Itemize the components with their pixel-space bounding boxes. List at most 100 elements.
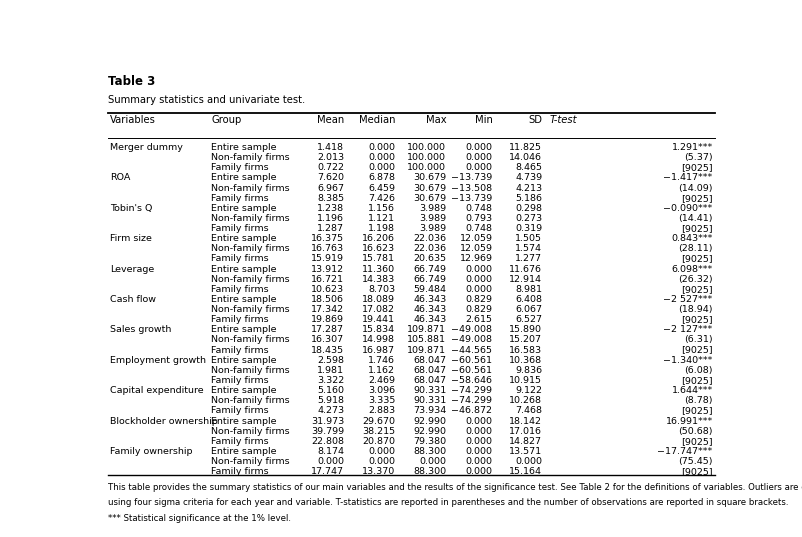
Text: 0.000: 0.000 [368, 153, 395, 162]
Text: [9025]: [9025] [680, 407, 712, 416]
Text: 6.878: 6.878 [368, 173, 395, 183]
Text: 12.969: 12.969 [459, 255, 492, 264]
Text: 90.331: 90.331 [412, 396, 446, 405]
Text: 92.990: 92.990 [413, 417, 446, 425]
Text: [9025]: [9025] [680, 255, 712, 264]
Text: 0.000: 0.000 [465, 153, 492, 162]
Text: Firm size: Firm size [110, 234, 152, 243]
Text: 8.465: 8.465 [515, 163, 541, 172]
Text: 17.747: 17.747 [311, 467, 344, 476]
Text: 13.912: 13.912 [311, 265, 344, 273]
Text: 0.000: 0.000 [317, 457, 344, 466]
Text: 105.881: 105.881 [407, 336, 446, 344]
Text: 13.571: 13.571 [508, 447, 541, 456]
Text: Non-family firms: Non-family firms [211, 305, 290, 314]
Text: Sales growth: Sales growth [110, 325, 171, 335]
Text: −0.090***: −0.090*** [662, 204, 712, 213]
Text: −17.747***: −17.747*** [657, 447, 712, 456]
Text: 5.160: 5.160 [317, 386, 344, 395]
Text: [9025]: [9025] [680, 224, 712, 233]
Text: −58.646: −58.646 [451, 376, 492, 385]
Text: 0.000: 0.000 [465, 467, 492, 476]
Text: −44.565: −44.565 [451, 346, 492, 354]
Text: (18.94): (18.94) [678, 305, 712, 314]
Text: 19.441: 19.441 [362, 315, 395, 324]
Text: 0.793: 0.793 [464, 214, 492, 223]
Text: 46.343: 46.343 [412, 305, 446, 314]
Text: 6.067: 6.067 [515, 305, 541, 314]
Text: 2.615: 2.615 [465, 315, 492, 324]
Text: 2.598: 2.598 [317, 355, 344, 365]
Text: 1.198: 1.198 [368, 224, 395, 233]
Text: (6.08): (6.08) [683, 366, 712, 375]
Text: 92.990: 92.990 [413, 427, 446, 436]
Text: 0.273: 0.273 [514, 214, 541, 223]
Text: 14.827: 14.827 [508, 437, 541, 446]
Text: 100.000: 100.000 [407, 153, 446, 162]
Text: 15.834: 15.834 [362, 325, 395, 335]
Text: 0.000: 0.000 [368, 447, 395, 456]
Text: 109.871: 109.871 [407, 346, 446, 354]
Text: (5.37): (5.37) [683, 153, 712, 162]
Text: 10.368: 10.368 [508, 355, 541, 365]
Text: 0.000: 0.000 [465, 143, 492, 152]
Text: −74.299: −74.299 [451, 386, 492, 395]
Text: 0.000: 0.000 [368, 163, 395, 172]
Text: 88.300: 88.300 [413, 447, 446, 456]
Text: 13.370: 13.370 [362, 467, 395, 476]
Text: Summary statistics and univariate test.: Summary statistics and univariate test. [107, 95, 305, 105]
Text: 3.989: 3.989 [419, 214, 446, 223]
Text: 16.987: 16.987 [362, 346, 395, 354]
Text: 15.781: 15.781 [362, 255, 395, 264]
Text: Non-family firms: Non-family firms [211, 427, 290, 436]
Text: (6.31): (6.31) [683, 336, 712, 344]
Text: 1.418: 1.418 [317, 143, 344, 152]
Text: *** Statistical significance at the 1% level.: *** Statistical significance at the 1% l… [107, 514, 290, 523]
Text: Entire sample: Entire sample [211, 325, 277, 335]
Text: 15.207: 15.207 [508, 336, 541, 344]
Text: Non-family firms: Non-family firms [211, 184, 290, 193]
Text: 18.142: 18.142 [508, 417, 541, 425]
Text: 100.000: 100.000 [407, 143, 446, 152]
Text: Entire sample: Entire sample [211, 265, 277, 273]
Text: −1.417***: −1.417*** [662, 173, 712, 183]
Text: [9025]: [9025] [680, 194, 712, 202]
Text: 11.360: 11.360 [362, 265, 395, 273]
Text: −13.508: −13.508 [451, 184, 492, 193]
Text: (50.68): (50.68) [678, 427, 712, 436]
Text: 12.914: 12.914 [508, 275, 541, 284]
Text: 10.915: 10.915 [508, 376, 541, 385]
Text: Entire sample: Entire sample [211, 295, 277, 304]
Text: 6.408: 6.408 [515, 295, 541, 304]
Text: 22.808: 22.808 [311, 437, 344, 446]
Text: Family firms: Family firms [211, 346, 269, 354]
Text: [9025]: [9025] [680, 285, 712, 294]
Text: Entire sample: Entire sample [211, 143, 277, 152]
Text: 2.883: 2.883 [368, 407, 395, 416]
Text: 11.825: 11.825 [508, 143, 541, 152]
Text: Family firms: Family firms [211, 255, 269, 264]
Text: 30.679: 30.679 [413, 194, 446, 202]
Text: 88.300: 88.300 [413, 467, 446, 476]
Text: 3.989: 3.989 [419, 224, 446, 233]
Text: 0.000: 0.000 [465, 265, 492, 273]
Text: 6.967: 6.967 [317, 184, 344, 193]
Text: 46.343: 46.343 [412, 295, 446, 304]
Text: Entire sample: Entire sample [211, 204, 277, 213]
Text: 17.287: 17.287 [311, 325, 344, 335]
Text: 22.036: 22.036 [413, 234, 446, 243]
Text: Employment growth: Employment growth [110, 355, 205, 365]
Text: 7.620: 7.620 [317, 173, 344, 183]
Text: 100.000: 100.000 [407, 163, 446, 172]
Text: 4.739: 4.739 [514, 173, 541, 183]
Text: 1.196: 1.196 [317, 214, 344, 223]
Text: 0.298: 0.298 [515, 204, 541, 213]
Text: (28.11): (28.11) [678, 244, 712, 253]
Text: −2 527***: −2 527*** [662, 295, 712, 304]
Text: Variables: Variables [110, 115, 156, 125]
Text: [9025]: [9025] [680, 437, 712, 446]
Text: Family firms: Family firms [211, 467, 269, 476]
Text: Median: Median [358, 115, 395, 125]
Text: 1.277: 1.277 [515, 255, 541, 264]
Text: −46.872: −46.872 [451, 407, 492, 416]
